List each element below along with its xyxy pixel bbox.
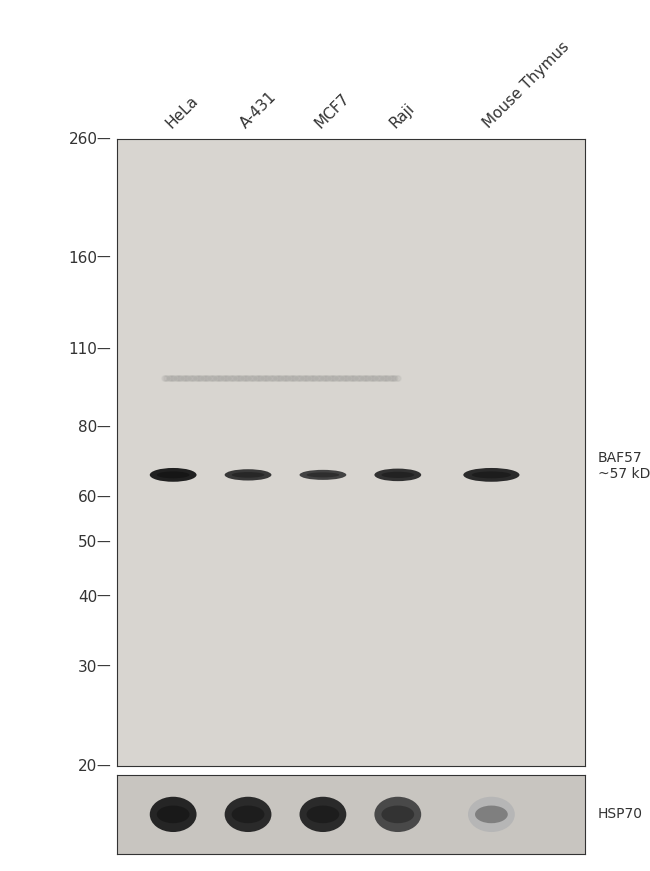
Ellipse shape: [225, 469, 272, 481]
Ellipse shape: [231, 806, 265, 823]
Text: 160: 160: [68, 251, 98, 266]
Ellipse shape: [307, 806, 339, 823]
Text: 40: 40: [78, 590, 98, 604]
Text: HeLa: HeLa: [162, 92, 201, 131]
Ellipse shape: [157, 471, 190, 478]
Ellipse shape: [374, 469, 421, 481]
Ellipse shape: [472, 471, 511, 478]
Text: —: —: [97, 660, 110, 674]
Text: —: —: [97, 491, 110, 505]
Text: 80: 80: [78, 420, 98, 435]
Ellipse shape: [475, 806, 508, 823]
Text: —: —: [97, 760, 110, 773]
Text: —: —: [97, 421, 110, 435]
Ellipse shape: [468, 797, 515, 832]
Text: —: —: [97, 536, 110, 550]
Text: 30: 30: [78, 660, 98, 675]
Ellipse shape: [374, 797, 421, 832]
Ellipse shape: [463, 468, 519, 482]
Ellipse shape: [150, 797, 196, 832]
Ellipse shape: [150, 468, 196, 482]
Text: —: —: [97, 590, 110, 604]
Ellipse shape: [307, 472, 339, 477]
Text: Mouse Thymus: Mouse Thymus: [481, 38, 573, 131]
Text: 20: 20: [78, 759, 98, 774]
Ellipse shape: [382, 806, 414, 823]
Text: 60: 60: [78, 490, 98, 505]
Text: —: —: [97, 132, 110, 146]
Ellipse shape: [231, 472, 265, 477]
Text: 260: 260: [68, 132, 98, 147]
Text: A-431: A-431: [237, 89, 280, 131]
Text: —: —: [97, 342, 110, 357]
Text: —: —: [97, 251, 110, 265]
Text: 50: 50: [78, 535, 98, 550]
Text: MCF7: MCF7: [312, 91, 353, 131]
Text: 110: 110: [69, 342, 97, 357]
Text: Raji: Raji: [387, 100, 418, 131]
Ellipse shape: [382, 472, 414, 478]
Text: HSP70: HSP70: [598, 807, 643, 821]
Ellipse shape: [157, 806, 190, 823]
Ellipse shape: [300, 469, 346, 480]
Text: BAF57
~57 kDa: BAF57 ~57 kDa: [598, 451, 650, 482]
Ellipse shape: [300, 797, 346, 832]
Ellipse shape: [225, 797, 272, 832]
